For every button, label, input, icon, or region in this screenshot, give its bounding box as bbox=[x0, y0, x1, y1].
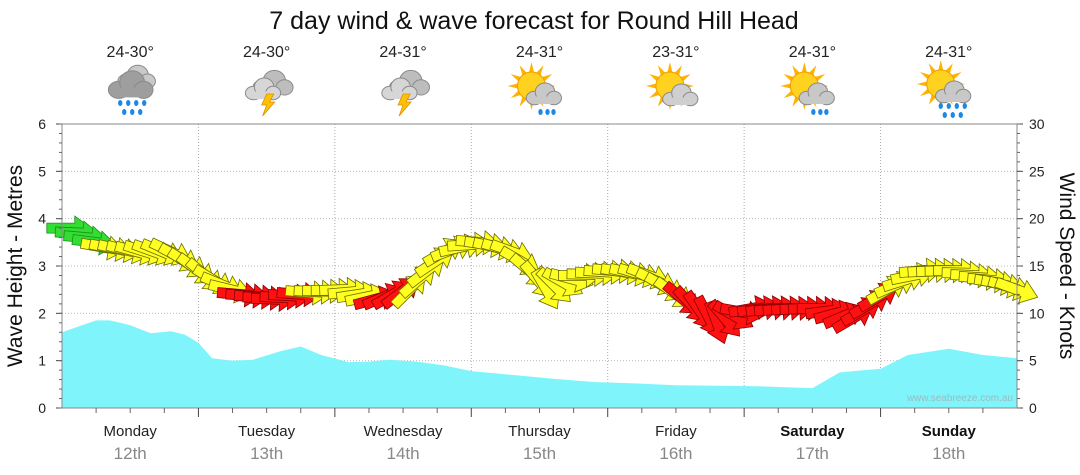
day-name-label: Saturday bbox=[780, 423, 845, 440]
cloud-shape bbox=[798, 82, 835, 106]
right-tick-label: 5 bbox=[1029, 353, 1037, 369]
day-name-label: Thursday bbox=[508, 423, 571, 440]
cloud-shape bbox=[244, 77, 282, 101]
wave-height-area bbox=[62, 320, 1017, 408]
cloud-shape bbox=[381, 77, 418, 101]
temperature-row: 24-30° 24-30° 24-31° 24-31° 23-31° 24-31° 24-3… bbox=[107, 44, 973, 61]
temperature-label: 24-31° bbox=[925, 44, 972, 61]
day-name-label: Tuesday bbox=[238, 423, 295, 440]
temperature-label: 23-31° bbox=[652, 44, 699, 61]
temperature-label: 24-30° bbox=[243, 44, 290, 61]
lightning-bolt bbox=[261, 93, 276, 117]
left-axis-label: Wave Height - Metres bbox=[4, 165, 27, 367]
thunderstorm-icon bbox=[381, 69, 430, 117]
right-axis-ticks: 0 5 10 15 20 25 30 bbox=[1017, 116, 1045, 416]
gridlines bbox=[62, 124, 1017, 408]
temperature-label: 24-31° bbox=[789, 44, 836, 61]
lightning-bolt bbox=[397, 93, 412, 117]
sun-cloud-shower-icon bbox=[507, 62, 562, 115]
cloud-shape bbox=[935, 80, 972, 104]
right-tick-label: 15 bbox=[1029, 258, 1045, 274]
left-tick-label: 0 bbox=[38, 400, 46, 416]
cloud-shape bbox=[107, 70, 154, 99]
rain-drops bbox=[118, 100, 147, 115]
partly-cloudy-icon bbox=[645, 62, 699, 110]
left-tick-label: 5 bbox=[38, 163, 46, 179]
day-name-label: Friday bbox=[655, 423, 697, 440]
day-name-label: Monday bbox=[104, 423, 158, 440]
day-name-label: Sunday bbox=[922, 423, 977, 440]
weather-icon-row bbox=[107, 60, 972, 118]
left-tick-label: 3 bbox=[38, 258, 46, 274]
day-date-label: 15th bbox=[523, 444, 556, 463]
rain-drops bbox=[938, 103, 967, 118]
day-date-label: 12th bbox=[114, 444, 147, 463]
day-date-label: 13th bbox=[250, 444, 283, 463]
wind-arrows bbox=[46, 215, 1039, 345]
day-date-label: 16th bbox=[659, 444, 692, 463]
right-tick-label: 20 bbox=[1029, 211, 1045, 227]
day-date-label: 18th bbox=[932, 444, 965, 463]
day-name-label: Wednesday bbox=[364, 423, 443, 440]
rain-drops bbox=[811, 109, 829, 115]
right-tick-label: 0 bbox=[1029, 400, 1037, 416]
left-tick-label: 4 bbox=[38, 211, 46, 227]
chart-title: 7 day wind & wave forecast for Round Hil… bbox=[269, 7, 798, 35]
cloud-shape bbox=[662, 83, 699, 107]
wind-arrow bbox=[994, 276, 1039, 304]
day-date-label: 14th bbox=[387, 444, 420, 463]
watermark: www.seabreeze.com.au bbox=[906, 393, 1013, 404]
day-date-label: 17th bbox=[796, 444, 829, 463]
right-tick-label: 30 bbox=[1029, 116, 1045, 132]
right-axis-label: Wind Speed - Knots bbox=[1055, 173, 1078, 360]
temperature-label: 24-31° bbox=[379, 44, 426, 61]
right-tick-label: 10 bbox=[1029, 305, 1045, 321]
temperature-label: 24-31° bbox=[516, 44, 563, 61]
rain-drops bbox=[538, 109, 556, 115]
left-tick-label: 2 bbox=[38, 305, 46, 321]
day-labels: Monday 12th Tuesday 13th Wednesday 14th Thursd… bbox=[104, 423, 977, 463]
left-tick-label: 1 bbox=[38, 353, 46, 369]
axis-minor-ticks bbox=[59, 123, 1020, 417]
rain-cloud-icon bbox=[107, 64, 156, 115]
sun-cloud-shower-icon bbox=[780, 62, 835, 115]
left-tick-label: 6 bbox=[38, 116, 46, 132]
temperature-label: 24-30° bbox=[107, 44, 154, 61]
left-axis-ticks: 0 1 2 3 4 5 6 bbox=[38, 116, 62, 416]
cloud-shape bbox=[525, 82, 562, 106]
sun-cloud-rain-icon bbox=[916, 60, 972, 118]
thunderstorm-icon bbox=[244, 69, 294, 117]
right-tick-label: 25 bbox=[1029, 163, 1045, 179]
